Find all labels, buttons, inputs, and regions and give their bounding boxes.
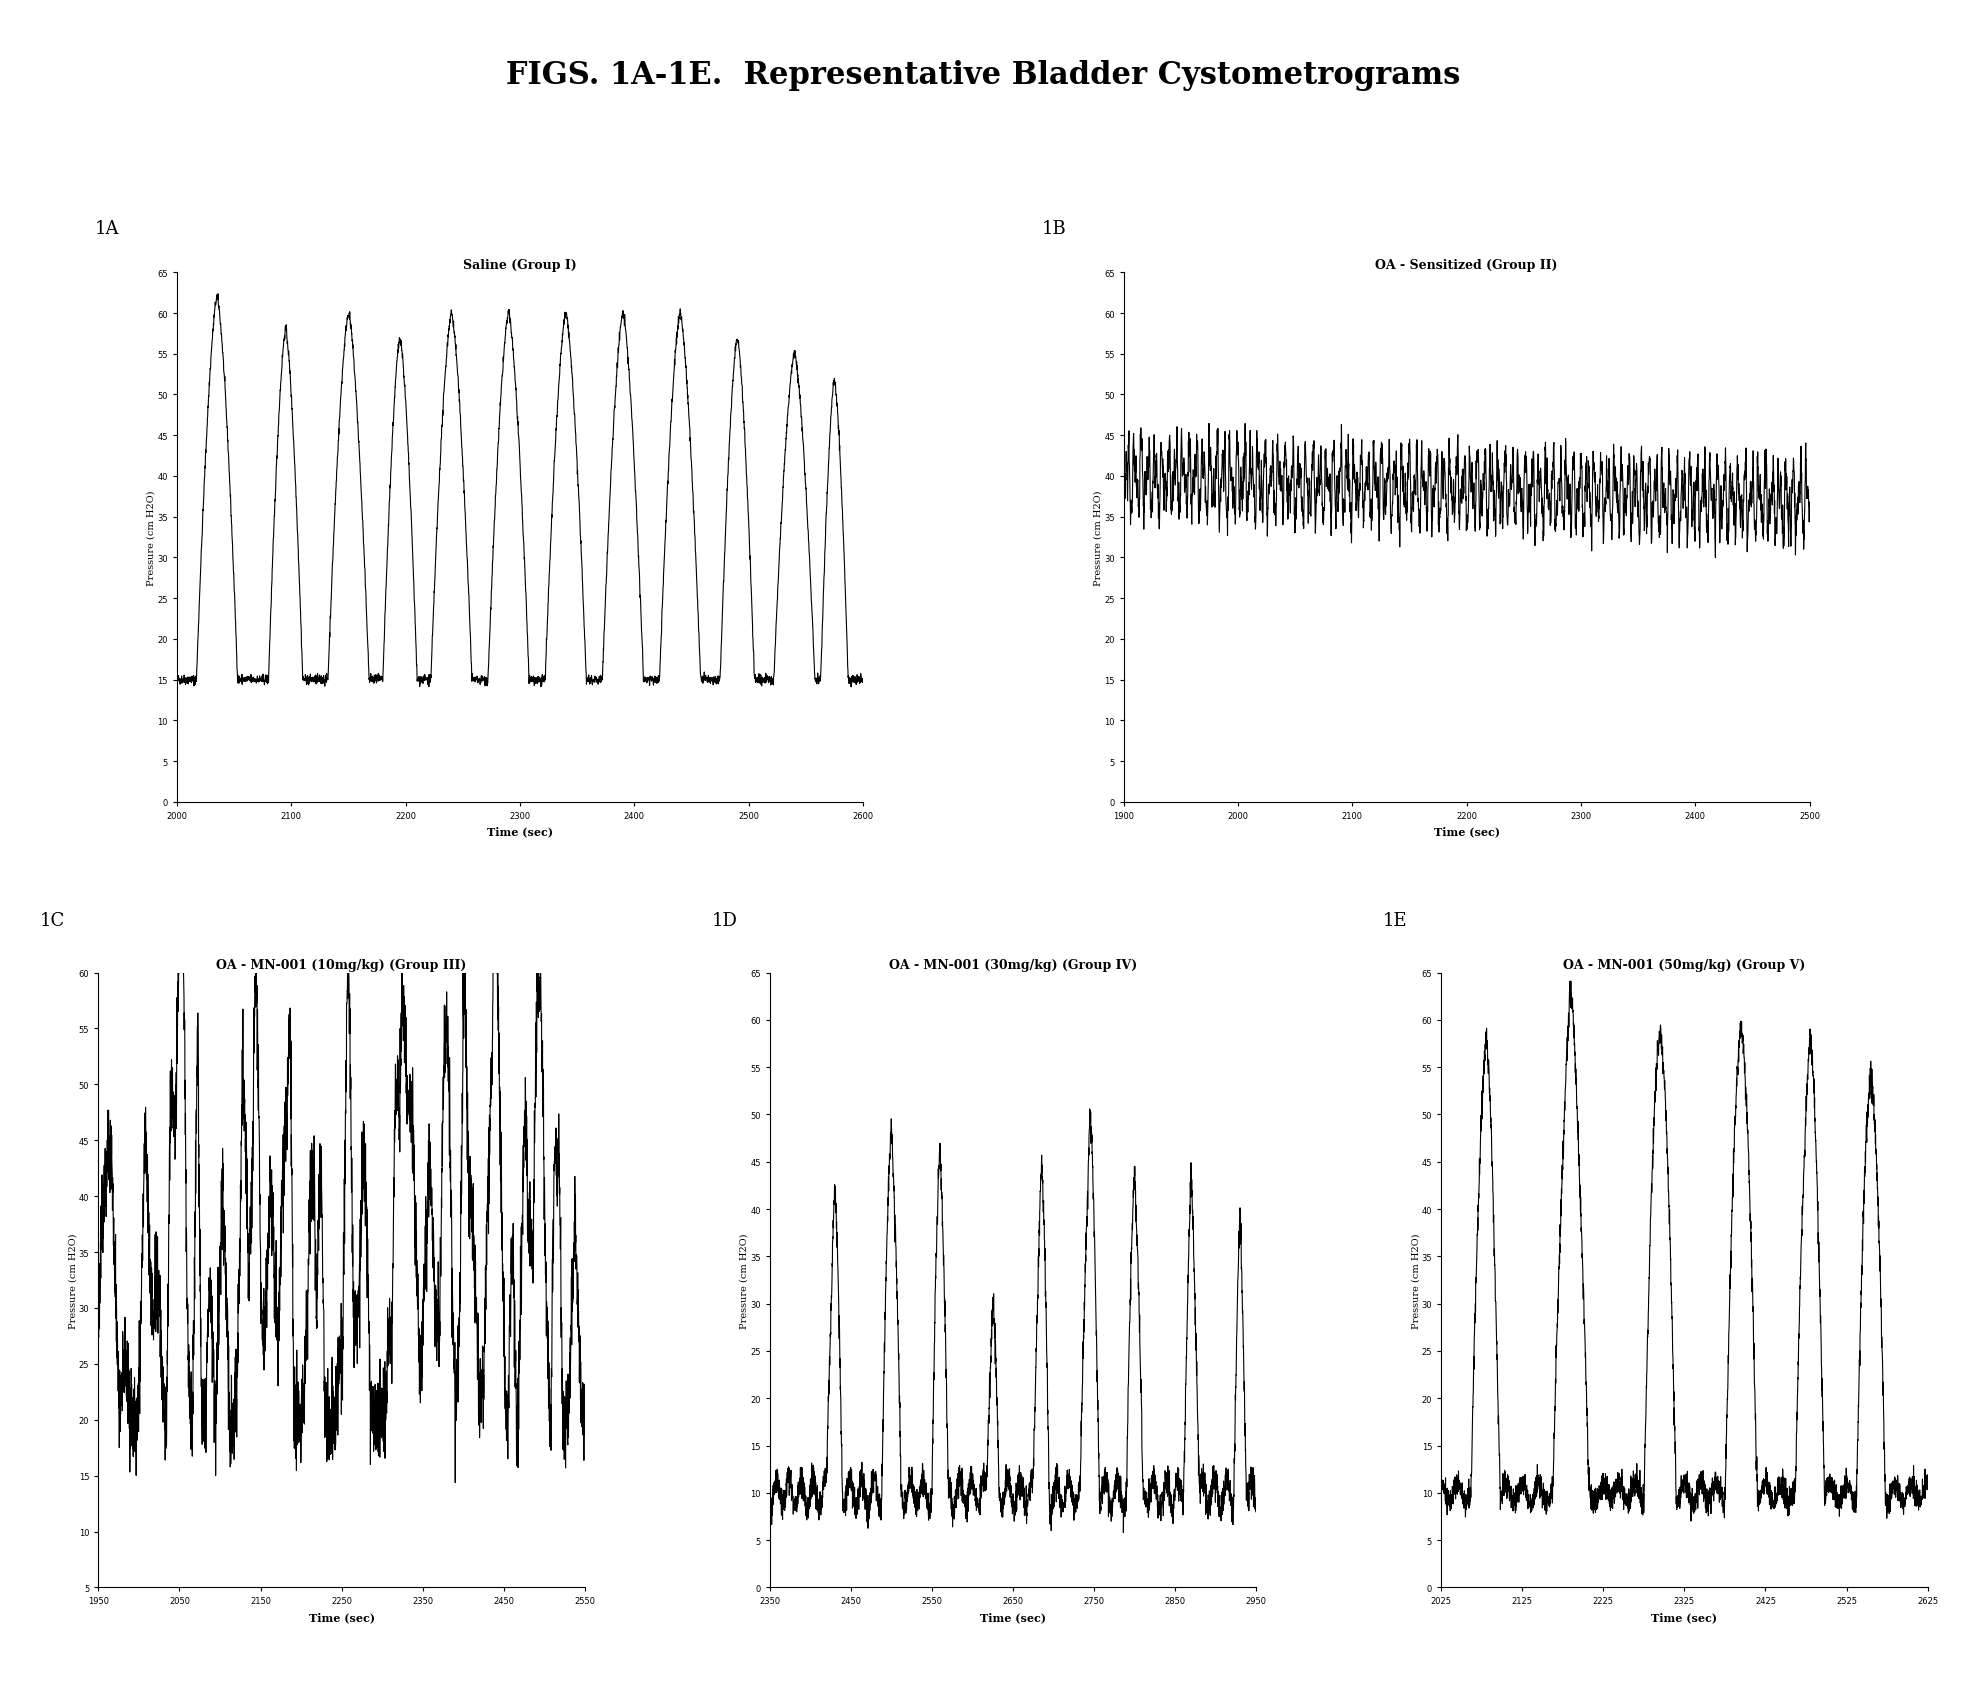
- Title: OA - MN-001 (50mg/kg) (Group V): OA - MN-001 (50mg/kg) (Group V): [1564, 959, 1806, 971]
- Title: Saline (Group I): Saline (Group I): [462, 259, 576, 271]
- Title: OA - Sensitized (Group II): OA - Sensitized (Group II): [1375, 259, 1558, 271]
- Title: OA - MN-001 (30mg/kg) (Group IV): OA - MN-001 (30mg/kg) (Group IV): [889, 959, 1137, 971]
- Title: OA - MN-001 (10mg/kg) (Group III): OA - MN-001 (10mg/kg) (Group III): [216, 959, 466, 971]
- X-axis label: Time (sec): Time (sec): [488, 826, 553, 836]
- Y-axis label: Pressure (cm H2O): Pressure (cm H2O): [148, 490, 155, 586]
- Text: 1D: 1D: [712, 912, 738, 930]
- X-axis label: Time (sec): Time (sec): [980, 1611, 1046, 1622]
- Text: 1E: 1E: [1383, 912, 1406, 930]
- Y-axis label: Pressure (cm H2O): Pressure (cm H2O): [1094, 490, 1103, 586]
- X-axis label: Time (sec): Time (sec): [1652, 1611, 1717, 1622]
- Y-axis label: Pressure (cm H2O): Pressure (cm H2O): [69, 1232, 77, 1328]
- X-axis label: Time (sec): Time (sec): [309, 1611, 374, 1622]
- X-axis label: Time (sec): Time (sec): [1434, 826, 1499, 836]
- Y-axis label: Pressure (cm H2O): Pressure (cm H2O): [1410, 1232, 1420, 1328]
- Text: 1C: 1C: [39, 912, 65, 930]
- Text: 1B: 1B: [1041, 220, 1066, 239]
- Y-axis label: Pressure (cm H2O): Pressure (cm H2O): [740, 1232, 749, 1328]
- Text: FIGS. 1A-1E.  Representative Bladder Cystometrograms: FIGS. 1A-1E. Representative Bladder Cyst…: [506, 60, 1461, 90]
- Text: 1A: 1A: [94, 220, 120, 239]
